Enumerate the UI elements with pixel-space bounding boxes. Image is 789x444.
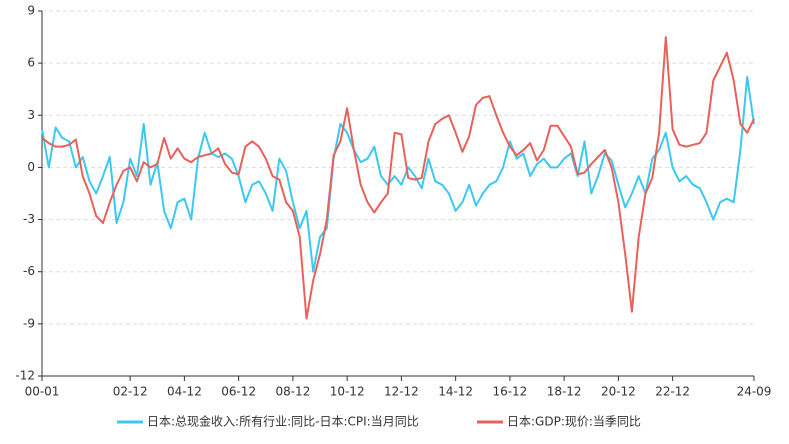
series-line [41, 36, 755, 320]
x-tick-label: 24-09 [737, 385, 772, 399]
y-tick-label: -6 [23, 264, 35, 278]
series-line [41, 76, 755, 273]
y-tick-label: -3 [23, 212, 35, 226]
y-tick-label: -12 [15, 369, 35, 383]
x-tick-label: 10-12 [330, 385, 365, 399]
y-tick-label: 9 [27, 4, 35, 18]
y-tick-label: 3 [27, 108, 35, 122]
x-tick-label: 14-12 [438, 385, 473, 399]
y-tick-label: 6 [27, 56, 35, 70]
y-tick-label: 0 [27, 160, 35, 174]
x-tick-label: 08-12 [275, 385, 310, 399]
y-tick-label: -9 [23, 316, 35, 330]
x-tick-label: 00-01 [25, 385, 60, 399]
x-tick-label: 20-12 [601, 385, 636, 399]
legend-label: 日本:GDP:现价:当季同比 [507, 415, 641, 429]
x-tick-label: 06-12 [221, 385, 256, 399]
x-tick-label: 02-12 [113, 385, 148, 399]
legend-label: 日本:总现金收入:所有行业:同比-日本:CPI:当月同比 [147, 414, 419, 429]
x-tick-label: 04-12 [167, 385, 202, 399]
x-tick-label: 16-12 [492, 385, 527, 399]
x-tick-label: 18-12 [547, 385, 582, 399]
x-tick-label: 12-12 [384, 385, 419, 399]
x-tick-label: 22-12 [655, 385, 690, 399]
